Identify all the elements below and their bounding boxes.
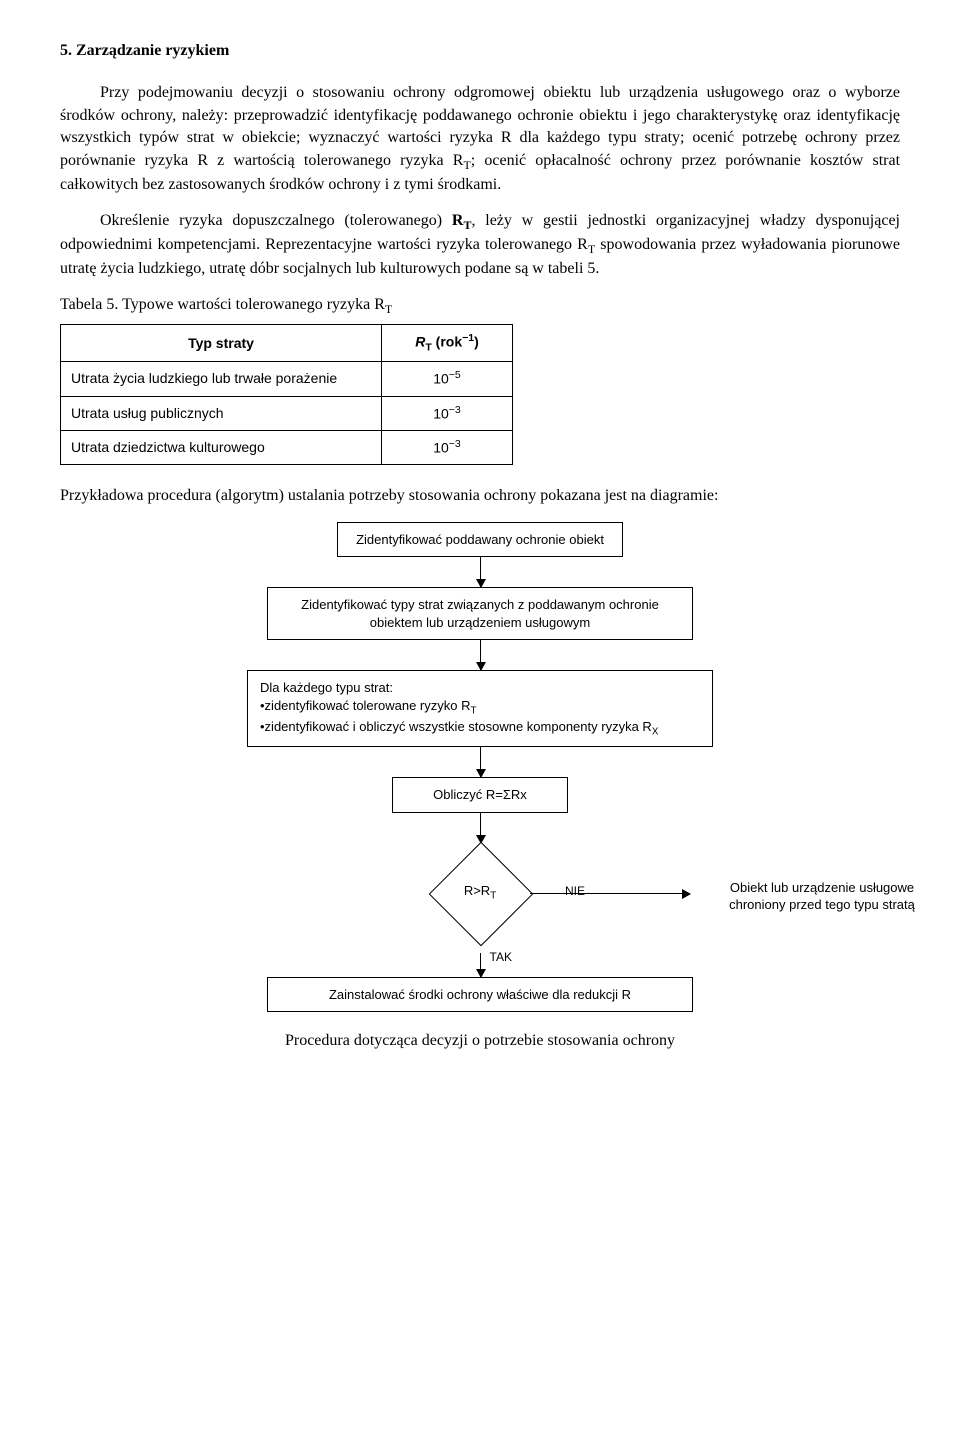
- label-yes: TAK: [490, 949, 512, 966]
- diamond-text: R>R: [464, 883, 490, 898]
- cell-value: 10−5: [382, 362, 513, 396]
- b3-line2: •zidentyfikować tolerowane ryzyko RT: [260, 697, 700, 718]
- b3-line1: Dla każdego typu strat:: [260, 679, 700, 697]
- table-caption: Tabela 5. Typowe wartości tolerowanego r…: [60, 294, 900, 318]
- table-caption-text: Tabela 5. Typowe wartości tolerowanego r…: [60, 296, 385, 313]
- p2-a: Określenie ryzyka dopuszczalnego (tolero…: [100, 212, 452, 229]
- flow-box-identify-types: Zidentyfikować typy strat związanych z p…: [267, 587, 693, 640]
- col-header-type: Typ straty: [61, 325, 382, 362]
- cell-exp: −5: [449, 369, 461, 381]
- b3-sub-x: X: [652, 726, 659, 737]
- flow-box-compute-r: Obliczyć R=ΣRx: [392, 777, 568, 813]
- b3-l2a: •zidentyfikować tolerowane ryzyko R: [260, 698, 470, 713]
- h2-r: R: [415, 334, 425, 350]
- flowchart-caption: Procedura dotycząca decyzji o potrzebie …: [200, 1030, 760, 1052]
- arrow-right-icon: [530, 893, 690, 894]
- cell-value: 10−3: [382, 396, 513, 430]
- table-row: Utrata usług publicznych 10−3: [61, 396, 513, 430]
- flow-box-for-each-type: Dla każdego typu strat: •zidentyfikować …: [247, 670, 713, 747]
- arrow-down-icon: [480, 640, 481, 670]
- cell-type: Utrata życia ludzkiego lub trwałe poraże…: [61, 362, 382, 396]
- section-heading: 5. Zarządzanie ryzykiem: [60, 40, 900, 62]
- arrow-down-icon: [480, 813, 481, 843]
- cell-value: 10−3: [382, 430, 513, 464]
- risk-table: Typ straty RT (rok−1) Utrata życia ludzk…: [60, 324, 513, 465]
- b3-line3: •zidentyfikować i obliczyć wszystkie sto…: [260, 718, 700, 739]
- h2-sup: −1: [462, 332, 474, 344]
- after-table-text: Przykładowa procedura (algorytm) ustalan…: [60, 485, 900, 507]
- table-caption-sub: T: [385, 302, 392, 316]
- table-row: Utrata dziedzictwa kulturowego 10−3: [61, 430, 513, 464]
- b3-sub-t: T: [470, 705, 476, 716]
- rt-bold: RT: [452, 212, 472, 229]
- b3-l3a: •zidentyfikować i obliczyć wszystkie sto…: [260, 719, 652, 734]
- cell-type: Utrata usług publicznych: [61, 396, 382, 430]
- arrow-down-icon: [480, 557, 481, 587]
- cell-exp: −3: [449, 438, 461, 450]
- diamond-sub: T: [490, 891, 496, 902]
- flowchart: Zidentyfikować poddawany ochronie obiekt…: [200, 522, 760, 1053]
- h2-b: (rok: [432, 334, 462, 350]
- h2-c: ): [474, 334, 479, 350]
- paragraph-2: Określenie ryzyka dopuszczalnego (tolero…: [60, 210, 900, 280]
- arrow-down-icon: [480, 953, 481, 977]
- diamond-label: R>RT: [410, 843, 550, 943]
- table-header-row: Typ straty RT (rok−1): [61, 325, 513, 362]
- cell-exp: −3: [449, 404, 461, 416]
- label-no: NIE: [565, 883, 585, 900]
- flow-note-protected: Obiekt lub urządzenie usługowe chroniony…: [695, 871, 949, 922]
- decision-diamond: R>RT NIE Obiekt lub urządzenie usługowe …: [410, 843, 550, 943]
- paragraph-1: Przy podejmowaniu decyzji o stosowaniu o…: [60, 82, 900, 196]
- table-row: Utrata życia ludzkiego lub trwałe poraże…: [61, 362, 513, 396]
- arrow-down-icon: [480, 747, 481, 777]
- rt-sub: T: [463, 158, 470, 172]
- cell-type: Utrata dziedzictwa kulturowego: [61, 430, 382, 464]
- decision-zone: R>RT NIE Obiekt lub urządzenie usługowe …: [200, 843, 760, 953]
- flow-box-install-measures: Zainstalować środki ochrony właściwe dla…: [267, 977, 693, 1013]
- col-header-rt: RT (rok−1): [382, 325, 513, 362]
- flow-box-identify-object: Zidentyfikować poddawany ochronie obiekt: [337, 522, 623, 558]
